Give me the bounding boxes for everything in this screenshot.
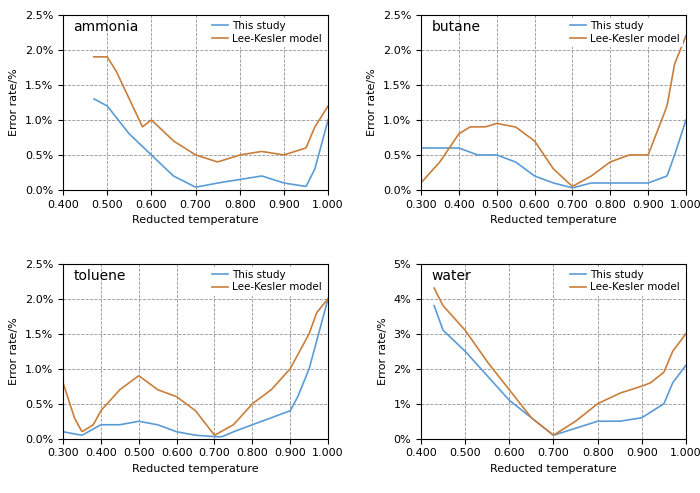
This study <box>211 434 219 440</box>
This study <box>324 117 332 123</box>
This study <box>288 181 296 187</box>
Text: butane: butane <box>431 20 480 34</box>
Lee-Kesler model <box>60 383 68 388</box>
This study <box>230 177 238 183</box>
Legend: This study, Lee-Kesler model: This study, Lee-Kesler model <box>209 267 325 295</box>
This study <box>568 185 577 191</box>
Line: Lee-Kesler model: Lee-Kesler model <box>94 57 328 162</box>
Legend: This study, Lee-Kesler model: This study, Lee-Kesler model <box>567 267 683 295</box>
Lee-Kesler model <box>575 180 583 186</box>
Legend: This study, Lee-Kesler model: This study, Lee-Kesler model <box>209 18 325 47</box>
Lee-Kesler model <box>303 143 312 149</box>
This study <box>550 432 558 438</box>
Lee-Kesler model <box>216 429 225 435</box>
Lee-Kesler model <box>585 408 594 414</box>
This study <box>90 96 98 102</box>
Lee-Kesler model <box>283 369 291 375</box>
This study <box>324 296 332 302</box>
This study <box>585 421 594 427</box>
Lee-Kesler model <box>430 287 439 293</box>
Lee-Kesler model <box>300 340 309 346</box>
This study <box>60 429 68 435</box>
Lee-Kesler model <box>580 177 588 183</box>
This study <box>192 184 200 190</box>
This study <box>283 409 291 415</box>
Line: Lee-Kesler model: Lee-Kesler model <box>63 299 328 435</box>
Lee-Kesler model <box>641 152 650 158</box>
Line: This study: This study <box>434 306 686 435</box>
Lee-Kesler model <box>90 54 99 60</box>
Line: This study: This study <box>421 120 686 188</box>
Lee-Kesler model <box>682 331 690 337</box>
Line: This study: This study <box>94 99 328 187</box>
This study <box>218 434 226 440</box>
Y-axis label: Error rate/%: Error rate/% <box>9 69 20 136</box>
Lee-Kesler model <box>214 159 222 165</box>
This study <box>59 429 67 435</box>
Lee-Kesler model <box>324 296 332 302</box>
Lee-Kesler model <box>324 103 332 109</box>
Lee-Kesler model <box>218 428 226 434</box>
This study <box>658 175 666 181</box>
X-axis label: Reducted temperature: Reducted temperature <box>490 464 617 474</box>
Y-axis label: Error rate/%: Error rate/% <box>9 317 20 385</box>
Lee-Kesler model <box>430 285 438 291</box>
Lee-Kesler model <box>418 179 426 185</box>
Y-axis label: Error rate/%: Error rate/% <box>368 69 377 136</box>
Lee-Kesler model <box>230 154 238 160</box>
Lee-Kesler model <box>234 152 242 158</box>
This study <box>430 303 438 309</box>
Lee-Kesler model <box>659 370 668 376</box>
Lee-Kesler model <box>222 426 230 432</box>
X-axis label: Reducted temperature: Reducted temperature <box>132 215 259 225</box>
This study <box>643 411 652 417</box>
Text: toluene: toluene <box>74 269 126 283</box>
Lee-Kesler model <box>416 180 425 186</box>
This study <box>581 423 589 428</box>
Legend: This study, Lee-Kesler model: This study, Lee-Kesler model <box>567 18 683 47</box>
Lee-Kesler model <box>575 179 584 185</box>
Lee-Kesler model <box>658 116 666 122</box>
Text: ammonia: ammonia <box>74 20 139 34</box>
This study <box>416 145 425 151</box>
Lee-Kesler model <box>580 412 588 418</box>
Lee-Kesler model <box>581 411 589 417</box>
Line: Lee-Kesler model: Lee-Kesler model <box>434 288 686 435</box>
This study <box>575 183 584 189</box>
Lee-Kesler model <box>59 380 67 386</box>
This study <box>300 378 309 384</box>
This study <box>682 362 690 368</box>
This study <box>575 183 583 189</box>
This study <box>90 96 99 102</box>
This study <box>659 401 668 407</box>
Line: This study: This study <box>63 299 328 437</box>
This study <box>234 177 242 183</box>
Lee-Kesler model <box>288 149 296 155</box>
This study <box>418 145 426 151</box>
Line: Lee-Kesler model: Lee-Kesler model <box>421 36 686 186</box>
X-axis label: Reducted temperature: Reducted temperature <box>132 464 259 474</box>
Lee-Kesler model <box>211 432 219 438</box>
Lee-Kesler model <box>568 183 577 189</box>
X-axis label: Reducted temperature: Reducted temperature <box>490 215 617 225</box>
Lee-Kesler model <box>550 432 558 438</box>
This study <box>303 181 312 187</box>
This study <box>682 117 690 123</box>
Y-axis label: Error rate/%: Error rate/% <box>378 317 388 385</box>
Text: water: water <box>431 269 471 283</box>
Lee-Kesler model <box>90 54 98 60</box>
This study <box>216 434 225 440</box>
This study <box>641 180 650 186</box>
This study <box>430 305 439 311</box>
Lee-Kesler model <box>643 381 652 387</box>
This study <box>580 182 588 188</box>
Lee-Kesler model <box>229 154 237 160</box>
This study <box>580 423 588 428</box>
This study <box>229 177 237 183</box>
This study <box>222 432 230 438</box>
Lee-Kesler model <box>682 33 690 39</box>
